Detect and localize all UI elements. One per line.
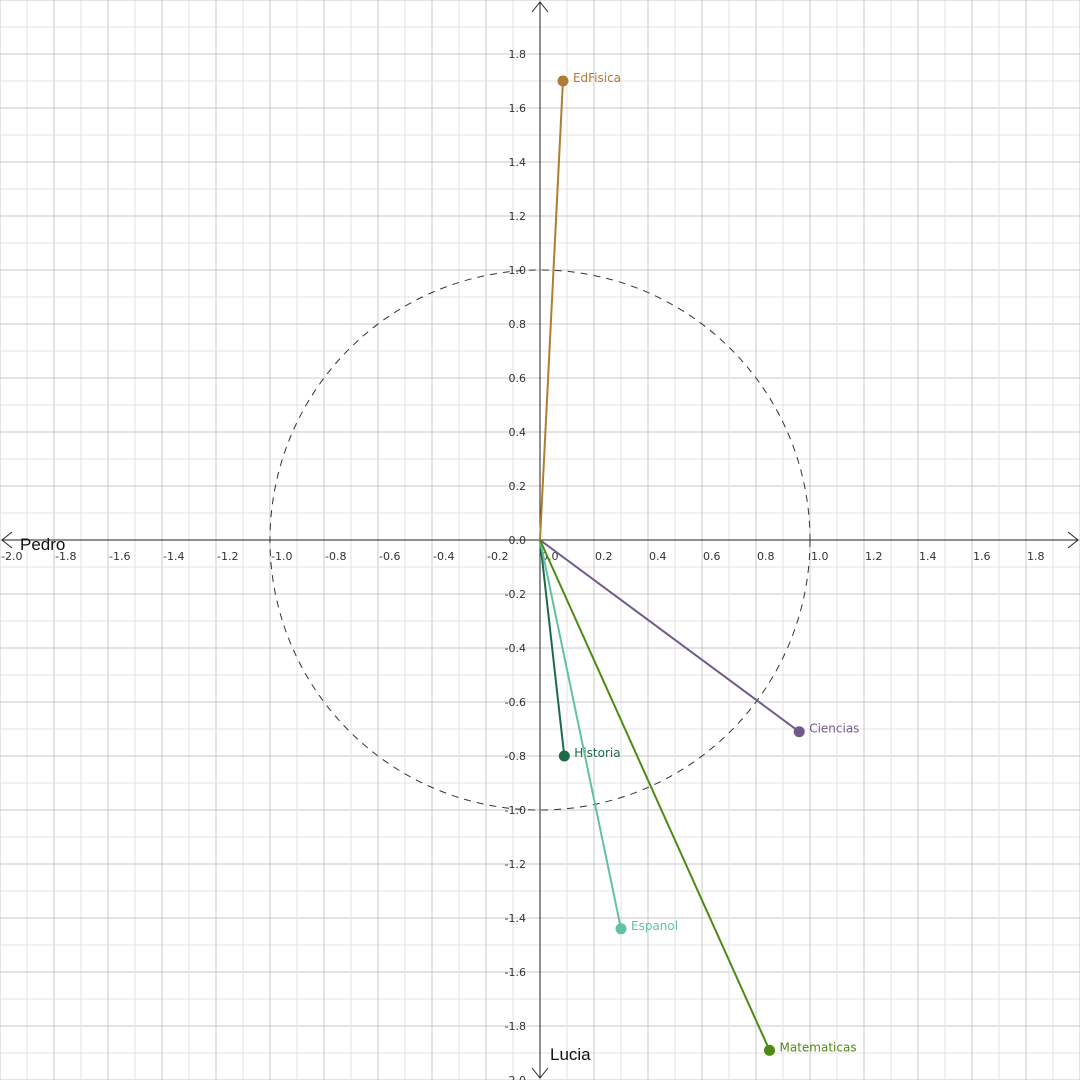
- y-tick-label: -1.6: [505, 966, 526, 979]
- x-tick-label: 1.8: [1027, 550, 1045, 563]
- x-tick-label: 0.8: [757, 550, 775, 563]
- vector-point: [615, 923, 627, 935]
- y-tick-label: -0.6: [505, 696, 526, 709]
- vector-label: Matematicas: [780, 1040, 857, 1054]
- x-axis-arrow-left: [1, 531, 13, 549]
- vector-label: Espanol: [631, 919, 678, 933]
- x-tick-label: 1.4: [919, 550, 937, 563]
- vectors: EdFisica Ciencias Historia Espanol Matematic…: [539, 71, 859, 1056]
- x-tick-label: -0.2: [487, 550, 508, 563]
- x-tick-label: 1.6: [973, 550, 991, 563]
- y-axis-arrow-up: [531, 1, 549, 13]
- tick-labels: -2.0 -1.8 -1.6 -1.4 -1.2 -1.0 -0.8 -0.6 -0.4 -0.2…: [1, 48, 1045, 1080]
- x-tick-label: -1.8: [55, 550, 76, 563]
- x-tick-label: -1.4: [163, 550, 184, 563]
- vector-label: Historia: [574, 746, 620, 760]
- x-tick-label: 0.4: [649, 550, 667, 563]
- y-tick-label: 1.2: [509, 210, 527, 223]
- y-tick-label: -0.2: [505, 588, 526, 601]
- y-tick-label: -1.0: [505, 804, 526, 817]
- x-axis-label: Pedro: [20, 535, 65, 554]
- vector-line: [539, 539, 800, 733]
- y-tick-label: -0.4: [505, 642, 526, 655]
- y-tick-label: -1.4: [505, 912, 526, 925]
- y-tick-label: 1.8: [509, 48, 527, 61]
- vector-point: [558, 750, 570, 762]
- y-tick-label: 1.0: [509, 264, 527, 277]
- y-axis-label: Lucia: [550, 1045, 591, 1064]
- y-tick-label: -1.2: [505, 858, 526, 871]
- y-tick-label: 1.6: [509, 102, 527, 115]
- vector-point: [764, 1044, 775, 1056]
- x-tick-label: 0.6: [703, 550, 721, 563]
- x-tick-label: 1.0: [811, 550, 829, 563]
- vector-line: [539, 80, 564, 541]
- y-tick-label: 0.0: [509, 534, 527, 547]
- vector-point: [557, 75, 569, 87]
- y-tick-label: 0.4: [509, 426, 527, 439]
- x-tick-label: -0.4: [433, 550, 454, 563]
- y-tick-label: 0.8: [509, 318, 527, 331]
- y-tick-label: 0.6: [509, 372, 527, 385]
- vector-line: [539, 539, 771, 1051]
- vector-point: [793, 726, 805, 738]
- vector-label: EdFisica: [573, 71, 621, 85]
- y-tick-label: -0.8: [505, 750, 526, 763]
- x-tick-label: -1.2: [217, 550, 238, 563]
- x-axis-arrow-right: [1067, 531, 1079, 549]
- x-tick-label: -0.8: [325, 550, 346, 563]
- vector-label: Ciencias: [809, 722, 859, 736]
- x-tick-label: -2.0: [1, 550, 22, 563]
- vector-line: [539, 539, 566, 757]
- x-tick-label: 1.2: [865, 550, 883, 563]
- x-tick-label: -1.0: [271, 550, 292, 563]
- vector-line: [539, 539, 622, 930]
- y-tick-label: 1.4: [509, 156, 527, 169]
- x-tick-label: 0.2: [595, 550, 613, 563]
- y-axis-arrow-down: [531, 1067, 549, 1079]
- x-tick-label: -0.6: [379, 550, 400, 563]
- y-tick-label: -2.0: [505, 1074, 526, 1080]
- y-tick-label: 0.2: [509, 480, 527, 493]
- x-tick-label: -1.6: [109, 550, 130, 563]
- y-tick-label: -1.8: [505, 1020, 526, 1033]
